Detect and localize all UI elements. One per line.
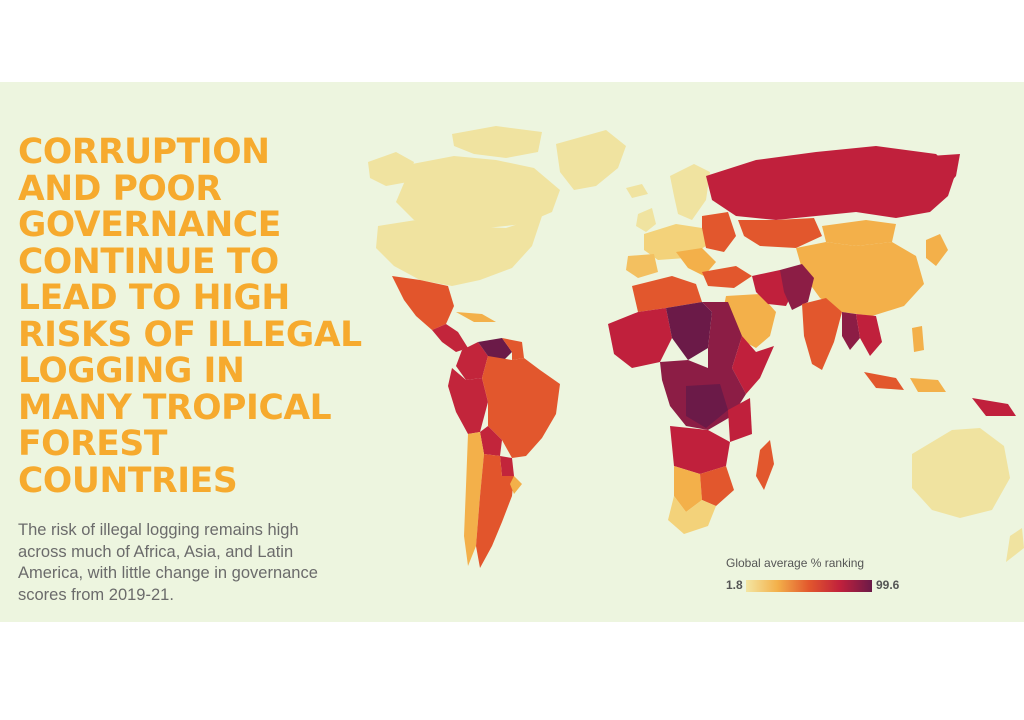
alaska xyxy=(368,152,414,186)
headline-line: CORRUPTION xyxy=(18,132,270,172)
subtitle: The risk of illegal logging remains high… xyxy=(18,520,368,606)
indonesia-east xyxy=(910,378,946,392)
south-america xyxy=(448,338,560,568)
uk-ireland xyxy=(636,208,656,232)
madagascar xyxy=(756,440,774,490)
guianas xyxy=(502,338,524,360)
africa xyxy=(608,276,774,534)
venezuela xyxy=(478,338,512,364)
headline-line: FOREST xyxy=(18,424,168,464)
headline-line: RISKS OF ILLEGAL xyxy=(18,314,362,355)
legend: Global average % ranking 1.8 99.6 xyxy=(726,556,916,600)
new-zealand xyxy=(1006,528,1024,562)
afghanistan-pakistan xyxy=(780,264,814,310)
legend-title: Global average % ranking xyxy=(726,556,865,570)
eastern-europe xyxy=(702,212,736,252)
canada xyxy=(396,156,560,228)
india xyxy=(802,298,842,370)
subtitle-line: The risk of illegal logging remains high xyxy=(18,521,299,539)
north-africa xyxy=(632,276,702,312)
myanmar xyxy=(842,312,860,350)
russia xyxy=(706,146,956,220)
australia xyxy=(912,428,1010,518)
indonesia-west xyxy=(864,372,904,390)
subtitle-line: across much of Africa, Asia, and Latin xyxy=(18,542,294,561)
southeast-asia xyxy=(856,314,882,356)
bolivia xyxy=(480,426,502,456)
infographic-panel: CORRUPTION AND POOR GOVERNANCE CONTINUE … xyxy=(0,82,1024,622)
legend-max-label: 99.6 xyxy=(876,578,900,592)
headline-line: AND POOR xyxy=(18,168,222,209)
scandinavia xyxy=(670,164,710,220)
central-america xyxy=(432,324,468,352)
ecuador-peru xyxy=(448,368,488,434)
south-africa xyxy=(668,496,716,534)
legend-color-scale xyxy=(746,580,872,592)
headline-line: CONTINUE TO xyxy=(18,241,279,282)
dr-congo xyxy=(686,384,728,428)
world-choropleth-map xyxy=(368,126,1024,568)
philippines xyxy=(912,326,924,352)
iceland xyxy=(626,184,648,198)
headline-line: LOGGING IN xyxy=(18,351,245,391)
italy-balkans xyxy=(676,248,716,276)
oceania xyxy=(912,428,1024,562)
mexico xyxy=(392,276,454,330)
asia xyxy=(702,146,1016,416)
usa xyxy=(376,216,542,286)
kamchatka xyxy=(930,154,960,192)
canada-arctic-islands xyxy=(452,126,542,158)
turkey-caucasus xyxy=(702,266,752,288)
headline: CORRUPTION AND POOR GOVERNANCE CONTINUE … xyxy=(18,134,378,499)
subtitle-line: America, with little change in governanc… xyxy=(18,564,318,582)
mozambique-zimbabwe xyxy=(700,466,734,506)
greenland xyxy=(556,130,626,190)
kazakhstan xyxy=(738,218,822,248)
argentina xyxy=(476,454,514,568)
china xyxy=(796,242,924,316)
cuba-caribbean xyxy=(456,312,496,322)
headline-line: COUNTRIES xyxy=(18,460,238,501)
mongolia xyxy=(822,220,896,246)
libya-chad xyxy=(666,302,712,360)
chile xyxy=(464,432,484,566)
legend-min-label: 1.8 xyxy=(726,578,743,592)
papua-new-guinea xyxy=(972,398,1016,416)
paraguay xyxy=(500,456,514,476)
uruguay xyxy=(510,476,522,494)
colombia xyxy=(456,342,488,380)
europe xyxy=(626,164,736,278)
headline-line: GOVERNANCE xyxy=(18,205,281,245)
headline-line: MANY TROPICAL xyxy=(18,387,332,428)
headline-line: LEAD TO HIGH xyxy=(18,278,290,318)
namibia-botswana xyxy=(674,466,702,512)
east-africa xyxy=(728,398,752,442)
egypt-sudan xyxy=(702,302,742,368)
brazil xyxy=(482,356,560,458)
north-america xyxy=(368,126,626,352)
west-africa xyxy=(608,308,672,368)
horn-of-africa xyxy=(732,336,774,394)
angola-zambia xyxy=(670,426,730,474)
korea-japan xyxy=(926,234,948,266)
subtitle-line: scores from 2019-21. xyxy=(18,585,174,604)
iberia xyxy=(626,254,658,278)
